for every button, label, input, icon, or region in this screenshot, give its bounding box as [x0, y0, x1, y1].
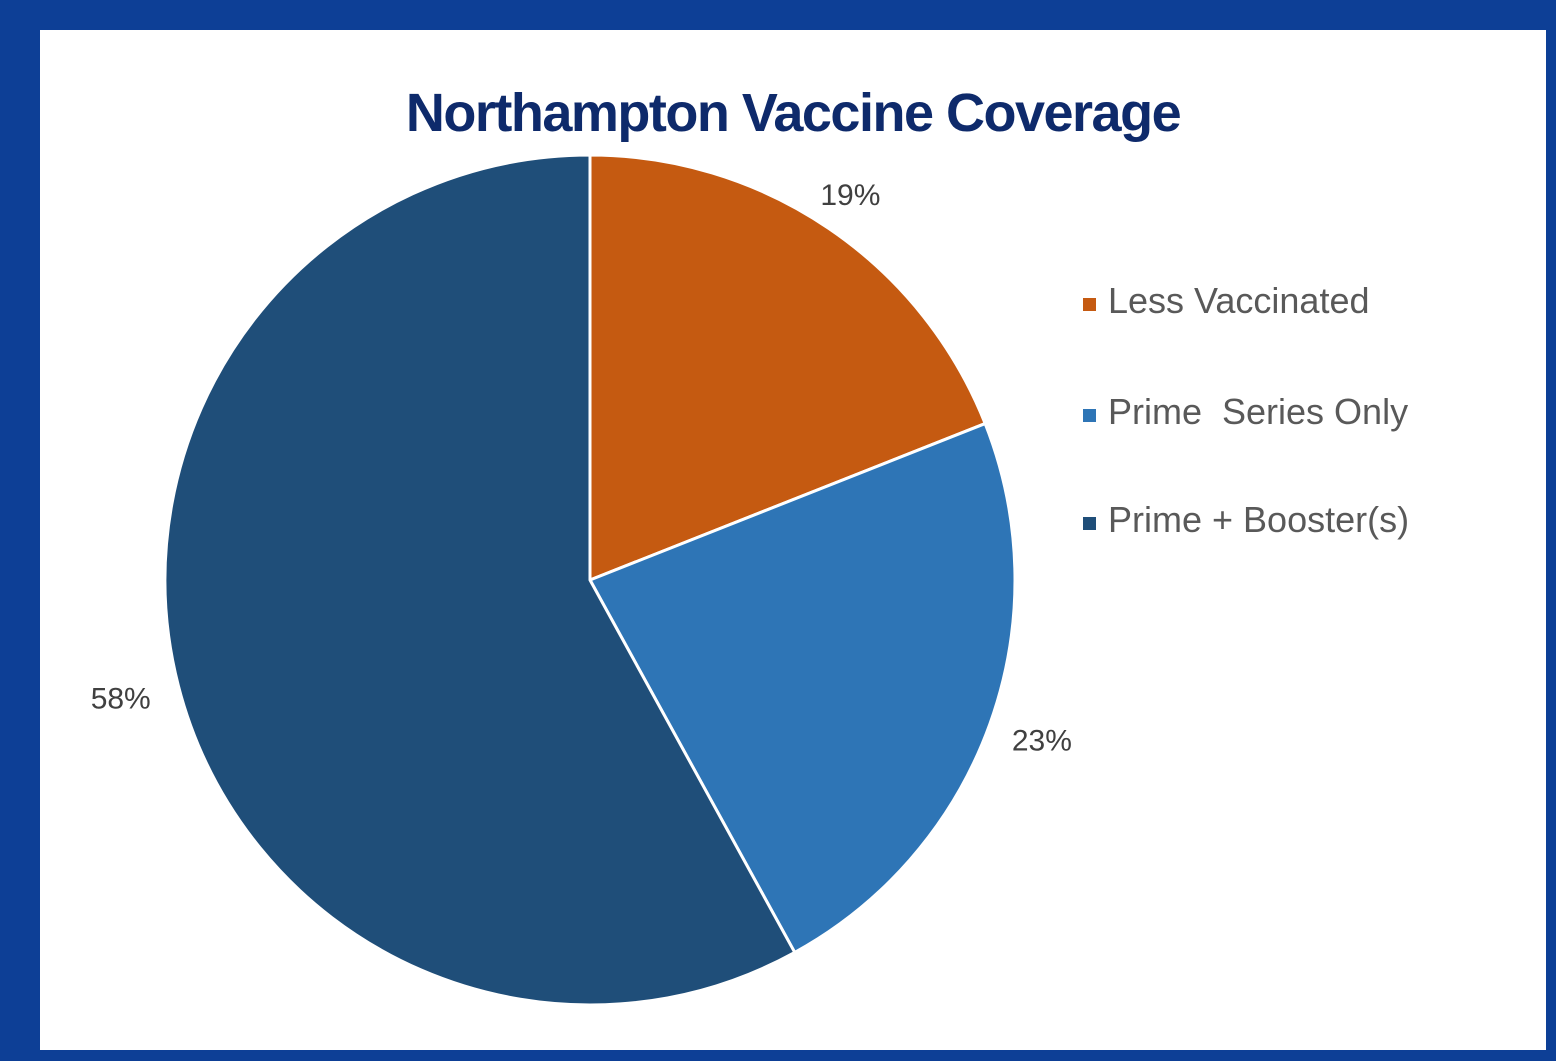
legend-swatch-less-vaccinated	[1083, 297, 1096, 311]
chart-title: Northampton Vaccine Coverage	[405, 83, 1182, 143]
pie-data-labels: 19% 23% 58%	[91, 179, 1072, 758]
pie-slices	[163, 153, 1017, 1007]
legend-item-prime-booster: Prime + Booster(s)	[1083, 499, 1409, 541]
legend-swatch-prime-series-only	[1083, 408, 1096, 422]
data-label-less-vaccinated: 19%	[820, 179, 880, 212]
pie-slice-less-vaccinated	[588, 153, 987, 582]
legend-label-prime-series-only: Prime Series Only	[1108, 391, 1409, 432]
data-label-prime-booster: 58%	[91, 682, 151, 715]
legend-label-less-vaccinated: Less Vaccinated	[1108, 280, 1370, 321]
pie-slice-prime-booster	[163, 153, 797, 1007]
legend-item-prime-series-only: Prime Series Only	[1083, 391, 1408, 433]
legend-label-prime-booster: Prime + Booster(s)	[1108, 499, 1410, 540]
legend-item-less-vaccinated: Less Vaccinated	[1083, 280, 1370, 322]
pie-slice-prime-series-only	[588, 422, 1017, 954]
data-label-prime-series-only: 23%	[1012, 725, 1072, 758]
legend-swatch-prime-booster	[1083, 516, 1096, 530]
